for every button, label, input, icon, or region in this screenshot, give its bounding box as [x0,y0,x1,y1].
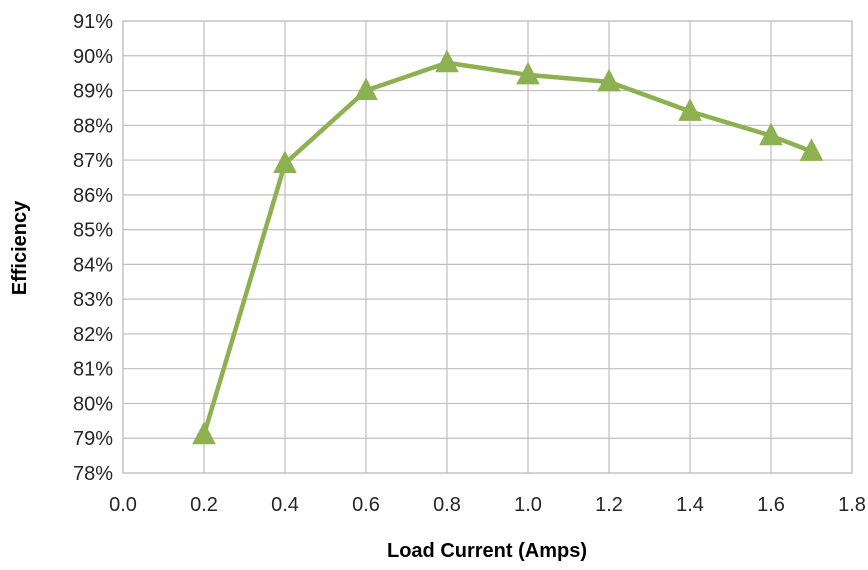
x-axis-title: Load Current (Amps) [387,540,587,562]
grid [122,20,853,474]
plot-area [122,20,853,474]
x-tick-label: 1.0 [514,494,542,516]
x-tick-label: 1.8 [838,494,866,516]
series-group [192,49,824,445]
y-tick-label: 79% [73,428,113,450]
y-axis-title: Efficiency [9,200,31,295]
y-tick-labels: 78% 79% 80% 81% 82% 83% 84% 85% 86% 87% 88% 89% 90% 9… [73,11,113,485]
x-tick-label: 0.6 [352,494,380,516]
data-point-marker [435,49,459,73]
x-tick-label: 1.6 [757,494,785,516]
data-point-marker [192,421,216,445]
x-tick-label: 0.8 [433,494,461,516]
y-tick-label: 81% [73,359,113,381]
y-tick-label: 90% [73,46,113,68]
data-point-marker [759,122,783,146]
y-tick-label: 89% [73,81,113,103]
y-tick-label: 84% [73,254,113,276]
data-point-marker [516,61,540,85]
series-line [201,60,814,438]
data-point-marker [799,138,824,161]
y-tick-label: 80% [73,393,113,415]
x-tick-labels: 0.0 0.2 0.4 0.6 0.8 1.0 1.2 1.4 1.6 1.8 [109,494,866,516]
x-tick-label: 1.4 [676,494,704,516]
x-tick-label: 1.2 [595,494,623,516]
data-point-marker [597,68,621,92]
y-tick-label: 87% [73,150,113,172]
x-tick-label: 0.0 [109,494,137,516]
data-point-marker [354,77,378,101]
x-tick-label: 0.4 [271,494,299,516]
y-tick-label: 91% [73,11,113,33]
x-tick-label: 0.2 [190,494,218,516]
data-point-marker [678,98,702,121]
y-tick-label: 83% [73,289,113,311]
data-point-marker [273,150,297,174]
y-tick-label: 86% [73,185,113,207]
y-tick-label: 85% [73,220,113,242]
y-tick-label: 88% [73,115,113,137]
y-tick-label: 82% [73,324,113,346]
y-tick-label: 78% [73,463,113,485]
